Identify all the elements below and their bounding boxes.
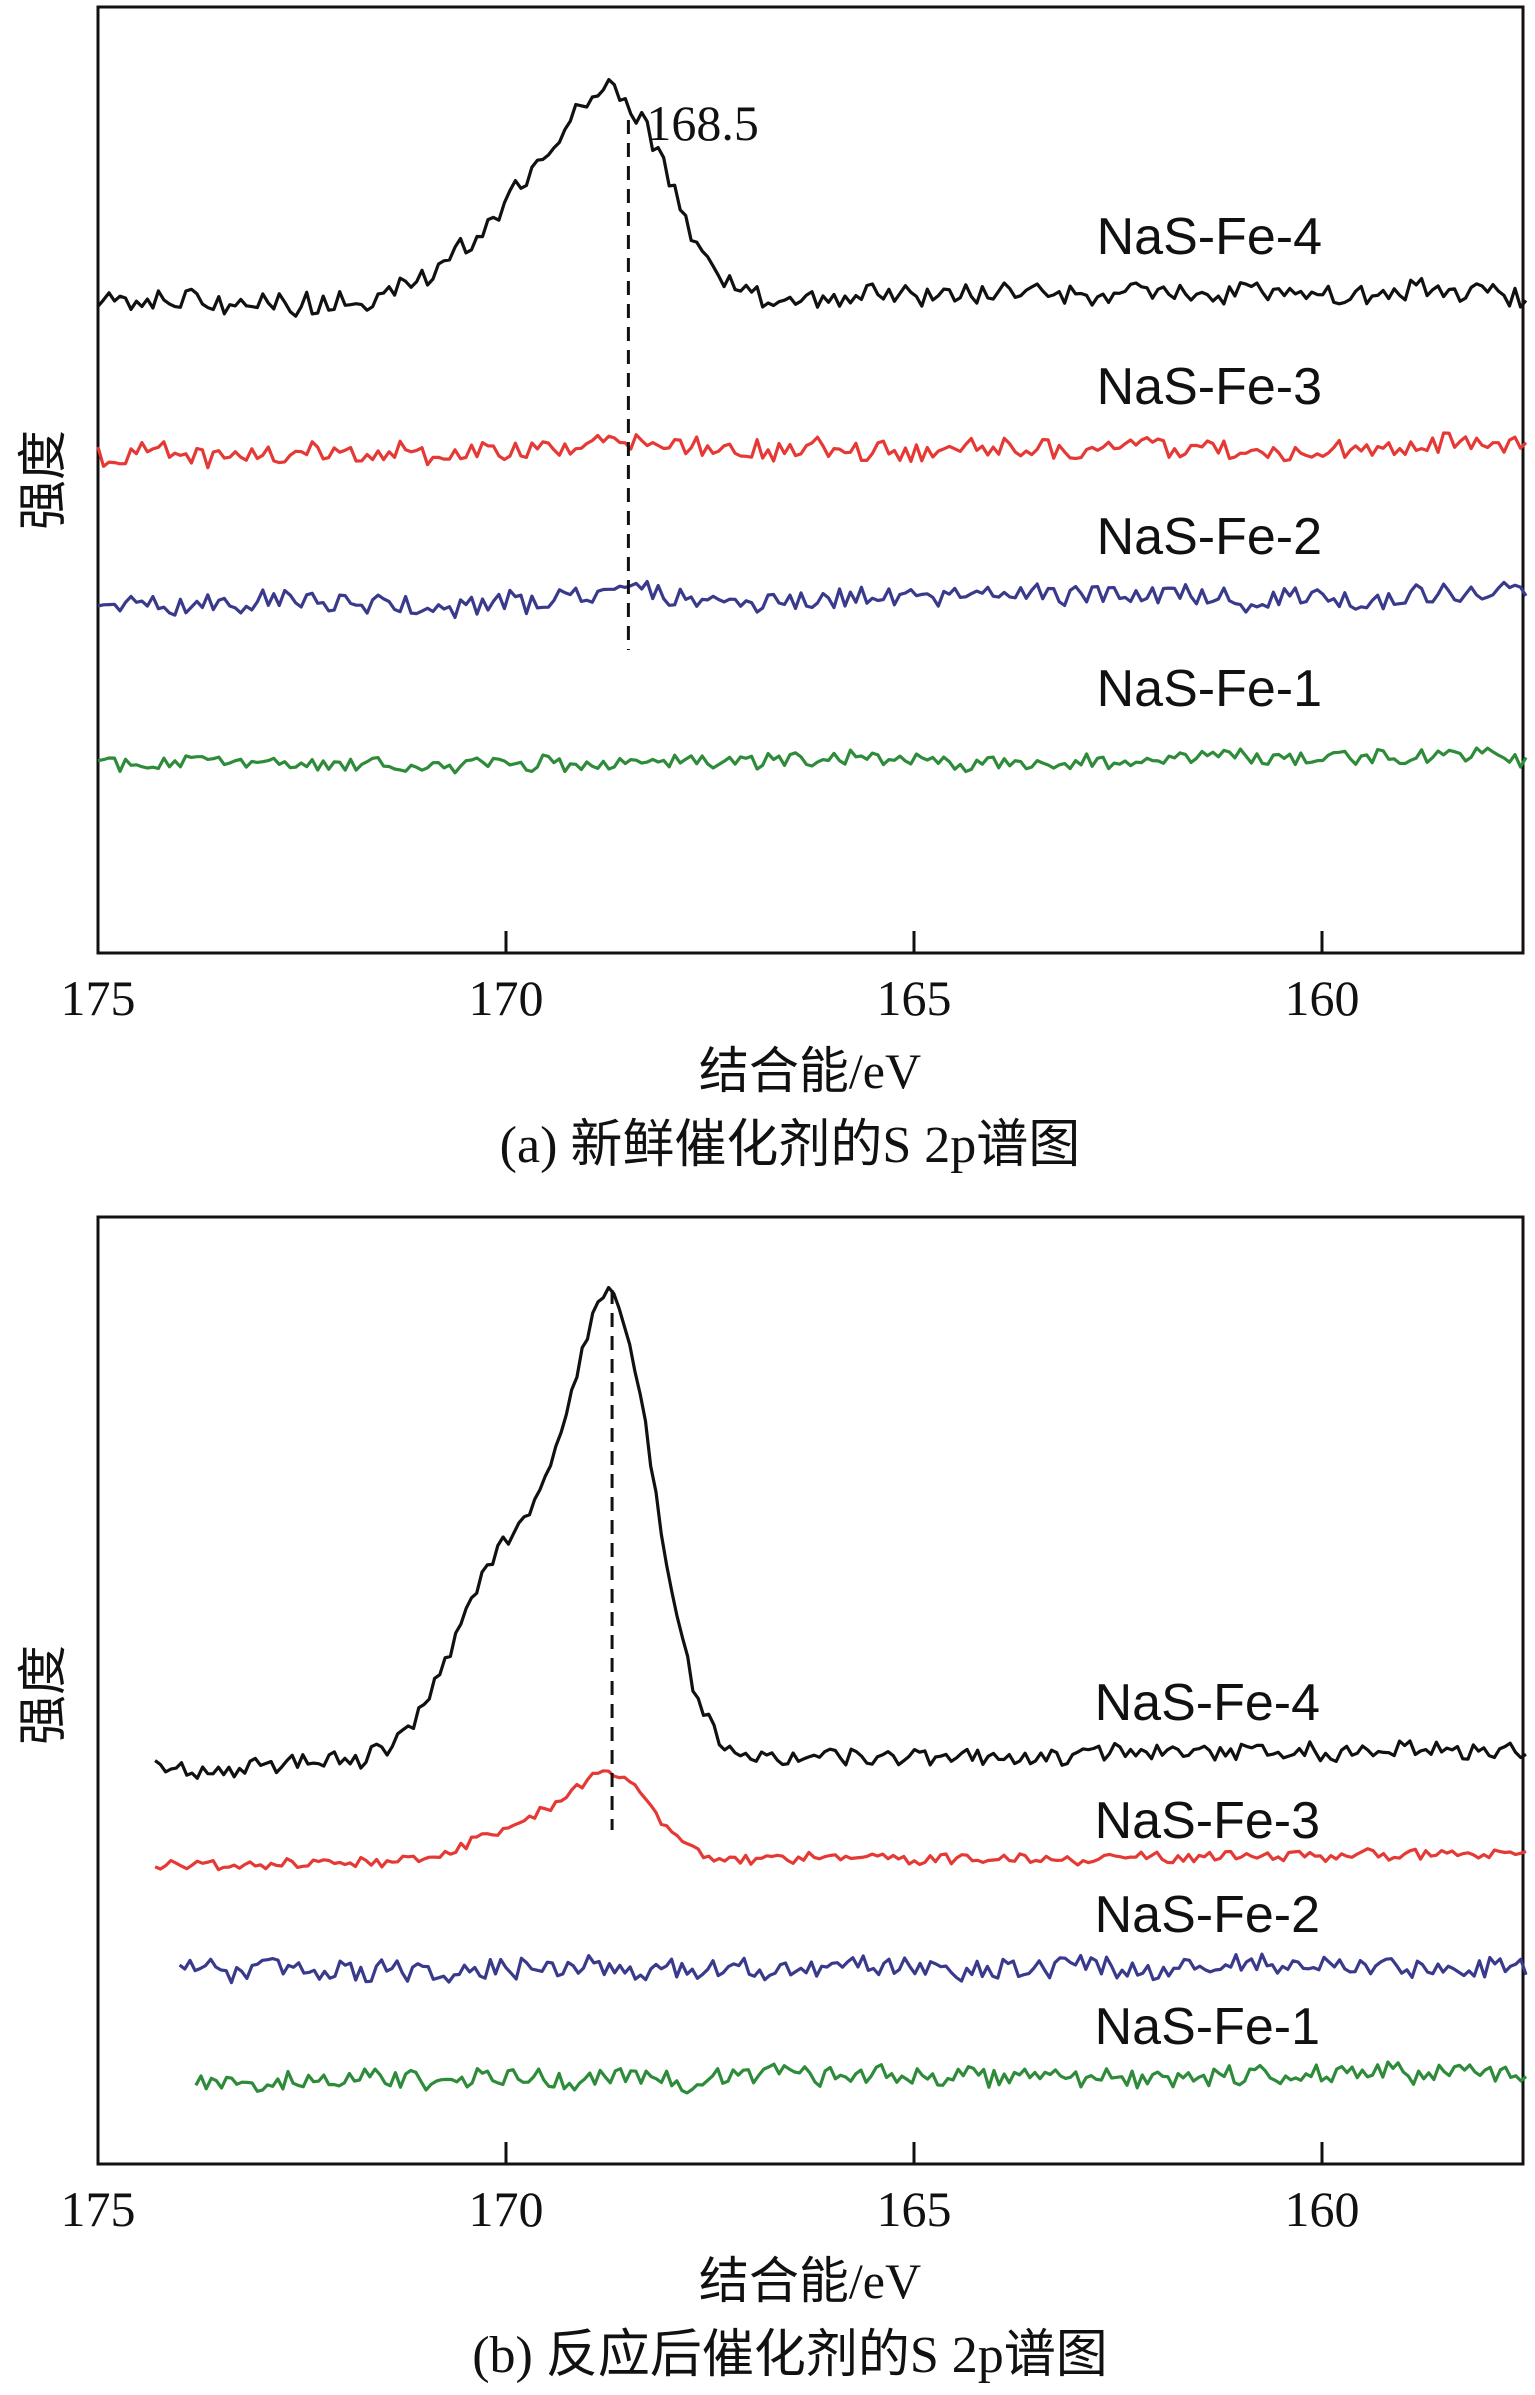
panel-b-curves xyxy=(154,1285,1528,2095)
x-tick-label-170: 170 xyxy=(469,970,544,1026)
panel-b-series-label-1: NaS-Fe-4 xyxy=(1095,1674,1320,1732)
panel-b-x-axis-label: 结合能/eV xyxy=(699,2253,921,2309)
x-tick-label-175: 175 xyxy=(61,970,136,1026)
series-line-nas-fe-3 xyxy=(154,1769,1527,1872)
panel-a-series-label-1: NaS-Fe-4 xyxy=(1097,208,1322,266)
panel-b-ticks: 175 170 165 160 xyxy=(61,2142,1360,2237)
panel-a-caption: (a) 新鲜催化剂的S 2p谱图 xyxy=(500,1117,1081,1174)
panel-a: 175 170 165 160 168.5 NaS-Fe-4 NaS-Fe-3 NaS… xyxy=(15,5,1528,1174)
series-line-nas-fe-4 xyxy=(96,77,1528,318)
x-tick-label-160: 160 xyxy=(1285,970,1360,1026)
series-line-nas-fe-2 xyxy=(97,579,1528,620)
series-line-nas-fe-3 xyxy=(96,431,1528,470)
panel-b-series-label-4: NaS-Fe-1 xyxy=(1095,1998,1320,2056)
panel-a-series-label-2: NaS-Fe-3 xyxy=(1097,358,1322,416)
x-tick-label-160: 160 xyxy=(1285,2181,1360,2237)
panel-a-series-label-4: NaS-Fe-1 xyxy=(1097,660,1322,718)
panel-a-frame xyxy=(96,5,1525,955)
panel-a-y-axis-label: 强度 xyxy=(15,430,71,530)
x-tick-label-165: 165 xyxy=(877,970,952,1026)
panel-a-curves xyxy=(96,77,1528,775)
panel-b-frame xyxy=(96,1215,1525,2166)
panel-b: 175 170 165 160 NaS-Fe-4 NaS-Fe-3 NaS-Fe-2 … xyxy=(15,1215,1528,2384)
panel-a-reference-label: 168.5 xyxy=(646,95,759,151)
series-line-nas-fe-1 xyxy=(194,2060,1528,2095)
panel-b-caption: (b) 反应后催化剂的S 2p谱图 xyxy=(472,2327,1108,2384)
panel-a-series-label-3: NaS-Fe-2 xyxy=(1097,508,1322,566)
panel-b-series-label-3: NaS-Fe-2 xyxy=(1095,1886,1320,1944)
series-line-nas-fe-1 xyxy=(97,746,1528,775)
panel-a-x-axis-label: 结合能/eV xyxy=(699,1043,921,1099)
series-line-nas-fe-4 xyxy=(154,1285,1527,1780)
panel-b-series-label-2: NaS-Fe-3 xyxy=(1095,1792,1320,1850)
x-tick-label-165: 165 xyxy=(877,2181,952,2237)
x-tick-label-170: 170 xyxy=(469,2181,544,2237)
series-line-nas-fe-2 xyxy=(178,1952,1528,1985)
panel-a-ticks: 175 170 165 160 xyxy=(61,931,1360,1026)
x-tick-label-175: 175 xyxy=(61,2181,136,2237)
panel-b-y-axis-label: 强度 xyxy=(15,1645,71,1745)
